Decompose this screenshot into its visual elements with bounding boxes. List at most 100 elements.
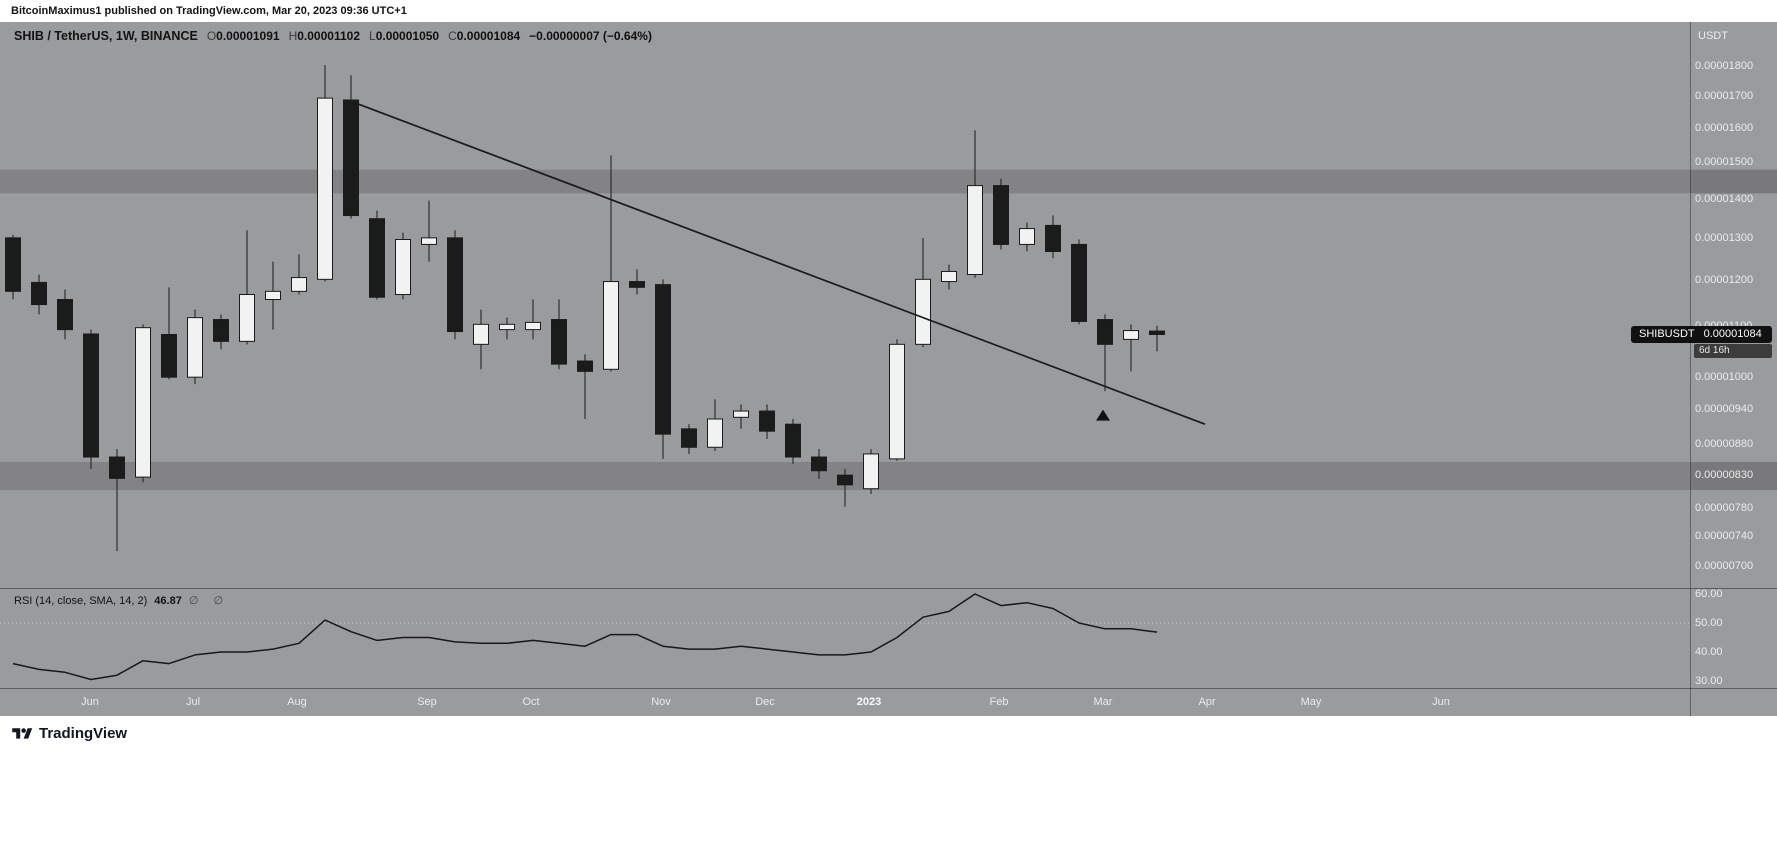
close-label: C xyxy=(448,29,457,43)
price-tick: 0.00001300 xyxy=(1695,231,1754,244)
bar-close-countdown: 6d 16h xyxy=(1694,343,1772,358)
price-tick: 0.00000700 xyxy=(1695,559,1754,572)
candle[interactable] xyxy=(915,278,931,345)
candle[interactable] xyxy=(603,281,619,370)
candle[interactable] xyxy=(317,97,333,280)
tradingview-logo-text: TradingView xyxy=(39,725,128,742)
rsi-tick: 30.00 xyxy=(1695,674,1723,687)
candle[interactable] xyxy=(57,299,73,331)
candle[interactable] xyxy=(525,321,541,331)
candle[interactable] xyxy=(239,294,255,342)
rsi-tick: 40.00 xyxy=(1695,645,1723,658)
open-label: O xyxy=(206,29,217,43)
price-tick: 0.00000740 xyxy=(1695,530,1754,543)
price-change: −0.00000007 (−0.64%) xyxy=(529,29,652,43)
candle[interactable] xyxy=(447,237,463,333)
candle[interactable] xyxy=(499,323,515,331)
candle[interactable] xyxy=(187,317,203,378)
candle[interactable] xyxy=(135,327,151,478)
open-value: 0.00001091 xyxy=(216,29,280,43)
time-tick: Mar xyxy=(1093,696,1113,708)
candle[interactable] xyxy=(1149,330,1165,335)
price-tick: 0.00001700 xyxy=(1695,89,1754,102)
candle[interactable] xyxy=(941,270,957,283)
price-tick: 0.00001500 xyxy=(1695,156,1754,169)
candle[interactable] xyxy=(265,290,281,301)
time-tick: Sep xyxy=(417,696,437,708)
time-axis[interactable]: Jun Jul Aug Sep Oct Nov Dec 2023 Feb Mar Apr May Jun xyxy=(0,688,1691,716)
candle[interactable] xyxy=(161,333,177,378)
candle[interactable] xyxy=(473,323,489,345)
symbol-title[interactable]: SHIB / TetherUS, 1W, BINANCE xyxy=(14,29,198,43)
candle[interactable] xyxy=(369,218,385,298)
candle[interactable] xyxy=(993,185,1009,245)
candle[interactable] xyxy=(681,428,697,448)
candle[interactable] xyxy=(343,99,359,217)
candle[interactable] xyxy=(1071,243,1087,322)
time-tick: 2023 xyxy=(856,696,882,708)
price-tick: 0.00001800 xyxy=(1695,59,1754,72)
price-tick: 0.00000940 xyxy=(1695,403,1754,416)
low-value: 0.00001050 xyxy=(375,29,440,43)
candle[interactable] xyxy=(1019,228,1035,245)
rsi-title[interactable]: RSI (14, close, SMA, 14, 2) xyxy=(14,595,148,607)
candle[interactable] xyxy=(109,456,125,479)
candle[interactable] xyxy=(863,453,879,490)
candle[interactable] xyxy=(213,319,229,342)
rsi-hidden-values: ∅ ∅ xyxy=(188,595,230,607)
candle[interactable] xyxy=(5,237,21,292)
time-tick: Nov xyxy=(651,696,671,708)
candle[interactable] xyxy=(577,360,593,372)
price-tick: 0.00000830 xyxy=(1695,469,1754,482)
descending-trendline[interactable] xyxy=(354,102,1206,425)
candle[interactable] xyxy=(655,284,671,435)
candle[interactable] xyxy=(889,343,905,460)
last-price-value: 0.00001084 xyxy=(1703,328,1762,341)
candle[interactable] xyxy=(1045,224,1061,252)
candle[interactable] xyxy=(759,410,775,432)
last-price-tag: SHIBUSDT 0.00001084 xyxy=(1631,325,1772,343)
time-tick: Jun xyxy=(81,696,99,708)
price-tick: 0.00000780 xyxy=(1695,502,1754,515)
time-tick: Aug xyxy=(287,696,307,708)
candle[interactable] xyxy=(291,277,307,292)
candle[interactable] xyxy=(837,474,853,486)
tradingview-logo[interactable]: TradingView xyxy=(12,725,127,742)
footer-bar: TradingView xyxy=(0,716,1777,845)
candle[interactable] xyxy=(785,423,801,458)
candle[interactable] xyxy=(395,239,411,296)
candle[interactable] xyxy=(811,456,827,472)
time-tick: Feb xyxy=(989,696,1009,708)
triangle-up-marker[interactable] xyxy=(1096,409,1110,421)
support-zone-axis-overlay xyxy=(1690,461,1777,491)
resistance-zone[interactable] xyxy=(0,169,1777,194)
ohlc-close: C0.00001084 xyxy=(448,29,520,43)
support-zone[interactable] xyxy=(0,461,1777,491)
candle[interactable] xyxy=(421,237,437,245)
time-tick: May xyxy=(1300,696,1322,708)
time-tick: Oct xyxy=(522,696,540,708)
candle[interactable] xyxy=(551,319,567,365)
candle[interactable] xyxy=(83,333,99,458)
low-label: L xyxy=(369,29,376,43)
high-label: H xyxy=(288,29,298,43)
candle[interactable] xyxy=(1097,319,1113,345)
candle[interactable] xyxy=(967,185,983,276)
candle[interactable] xyxy=(1123,330,1139,340)
candle[interactable] xyxy=(733,410,749,418)
attribution-text: BitcoinMaximus1 published on TradingView… xyxy=(11,5,407,17)
candle[interactable] xyxy=(707,418,723,448)
resistance-zone-axis-overlay xyxy=(1690,169,1777,194)
price-tick: 0.00000880 xyxy=(1695,438,1754,451)
price-tick: 0.00001200 xyxy=(1695,274,1754,287)
ohlc-open: O0.00001091 xyxy=(207,29,280,43)
candle[interactable] xyxy=(629,281,645,288)
price-tick: 0.00001000 xyxy=(1695,370,1754,383)
price-tick: 0.00001600 xyxy=(1695,121,1754,134)
candle[interactable] xyxy=(31,281,47,306)
price-axis[interactable]: 0.00001800 0.00001700 0.00001600 0.00001500… xyxy=(1694,0,1777,716)
rsi-header: RSI (14, close, SMA, 14, 2) 46.87 ∅ ∅ xyxy=(14,594,229,607)
time-tick: Dec xyxy=(755,696,775,708)
